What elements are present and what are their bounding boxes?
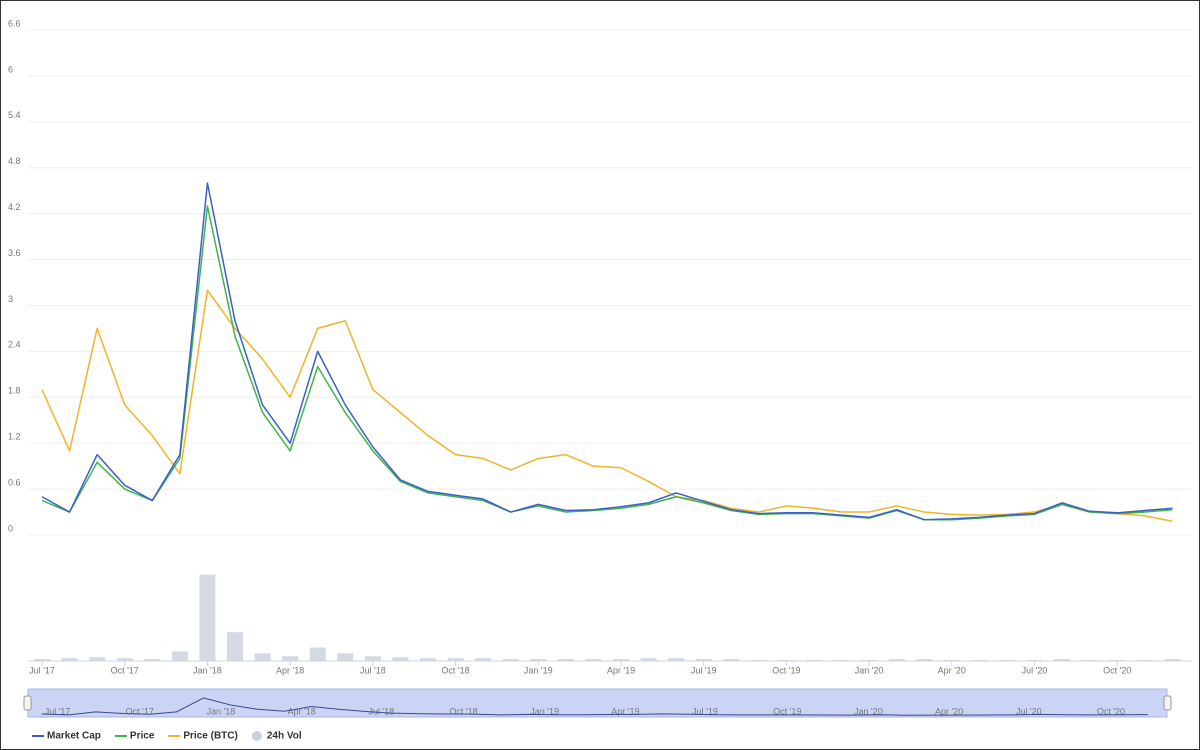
navigator-label: Apr '19 [611, 706, 639, 716]
navigator-label: Apr '20 [935, 706, 963, 716]
navigator-label: Oct '20 [1097, 706, 1125, 716]
volume-bar [640, 658, 657, 661]
x-tick-label: Jan '19 [524, 665, 553, 675]
legend-swatch [251, 731, 262, 741]
x-tick-label: Jul '20 [1022, 665, 1048, 675]
volume-bar [778, 660, 795, 661]
volume-bar [254, 653, 271, 661]
volume-bar [530, 659, 547, 661]
y-tick-label: 1.2 [8, 432, 21, 442]
navigator-label: Jul '17 [45, 706, 71, 716]
y-tick-label: 3 [8, 294, 13, 304]
navigator-handle[interactable] [1163, 695, 1172, 711]
navigator-label: Oct '18 [449, 706, 477, 716]
navigator-label: Apr '18 [288, 706, 316, 716]
volume-bar [557, 659, 574, 661]
volume-bar [89, 657, 106, 661]
volume-bar [1164, 659, 1181, 661]
navigator-label: Jul '20 [1016, 706, 1042, 716]
y-tick-label: 6 [8, 64, 13, 74]
volume-bar [612, 659, 629, 661]
x-tick-label: Jul '19 [691, 665, 717, 675]
volume-bar [723, 659, 740, 661]
volume-bar [833, 660, 850, 661]
volume-bar [916, 659, 933, 661]
x-tick-label: Oct '18 [441, 665, 469, 675]
navigator[interactable] [27, 688, 1168, 718]
x-tick-label: Oct '17 [111, 665, 139, 675]
y-tick-label: 0 [8, 523, 13, 533]
legend-label: Price (BTC) [183, 731, 237, 742]
volume-bar [34, 659, 50, 661]
legend-label: Market Cap [47, 731, 101, 742]
y-tick-label: 4.2 [8, 202, 21, 212]
series-line [41, 205, 1173, 521]
navigator-label: Oct '17 [126, 706, 154, 716]
y-tick-label: 4.8 [8, 156, 21, 166]
volume-bar [282, 656, 299, 661]
x-tick-label: Jul '18 [360, 665, 386, 675]
navigator-label: Jan '20 [854, 706, 883, 716]
x-tick-label: Apr '18 [276, 665, 304, 675]
navigator-label: Jan '18 [207, 706, 236, 716]
volume-bar [447, 658, 464, 661]
volume-bar [1109, 660, 1126, 661]
volume-bar [1054, 659, 1071, 661]
volume-bar [419, 658, 436, 661]
y-tick-label: 3.6 [8, 248, 21, 258]
volume-bar [750, 660, 767, 661]
volume-bar [364, 656, 381, 661]
navigator-label: Jul '19 [692, 706, 718, 716]
x-tick-label: Oct '19 [772, 665, 800, 675]
navigator-label: Jan '19 [530, 706, 559, 716]
volume-bar [585, 659, 602, 661]
x-tick-label: Jan '20 [855, 665, 884, 675]
y-tick-label: 1.8 [8, 386, 21, 396]
volume-bar [971, 660, 988, 661]
x-tick-label: Oct '20 [1103, 665, 1131, 675]
series-line [41, 182, 1173, 521]
volume-bar [171, 651, 188, 661]
navigator-line [41, 697, 1148, 716]
volume-bar [861, 660, 878, 661]
volume-bar [392, 657, 409, 661]
legend-label: Price [130, 731, 155, 742]
x-tick-label: Jul '17 [29, 665, 55, 675]
volume-bar [475, 658, 492, 661]
volume-bar [888, 659, 905, 661]
series-line [41, 289, 1173, 522]
y-tick-label: 0.6 [8, 477, 21, 487]
volume-bar [309, 647, 326, 661]
x-tick-label: Jan '18 [193, 665, 222, 675]
volume-bar [226, 632, 243, 661]
volume-bar [998, 660, 1015, 661]
y-tick-label: 5.4 [8, 110, 21, 120]
volume-bar [502, 659, 519, 661]
x-tick-label: Apr '19 [607, 665, 635, 675]
volume-bar [943, 660, 960, 661]
legend-label: 24h Vol [267, 731, 302, 742]
volume-bar [337, 653, 354, 661]
volume-bar [695, 659, 712, 661]
x-tick-label: Apr '20 [938, 665, 966, 675]
volume-bar [1026, 660, 1043, 661]
volume-bar [61, 658, 78, 661]
volume-bar [144, 659, 161, 661]
volume-bar [1081, 660, 1098, 661]
navigator-label: Jul '18 [368, 706, 394, 716]
volume-bar [199, 574, 216, 661]
volume-bar [1136, 660, 1153, 661]
volume-bar [668, 658, 685, 661]
volume-bar [805, 660, 822, 661]
y-tick-label: 6.6 [8, 18, 21, 28]
navigator-handle[interactable] [23, 695, 32, 711]
navigator-label: Oct '19 [773, 706, 801, 716]
volume-bar [116, 658, 133, 661]
y-tick-label: 2.4 [8, 340, 21, 350]
